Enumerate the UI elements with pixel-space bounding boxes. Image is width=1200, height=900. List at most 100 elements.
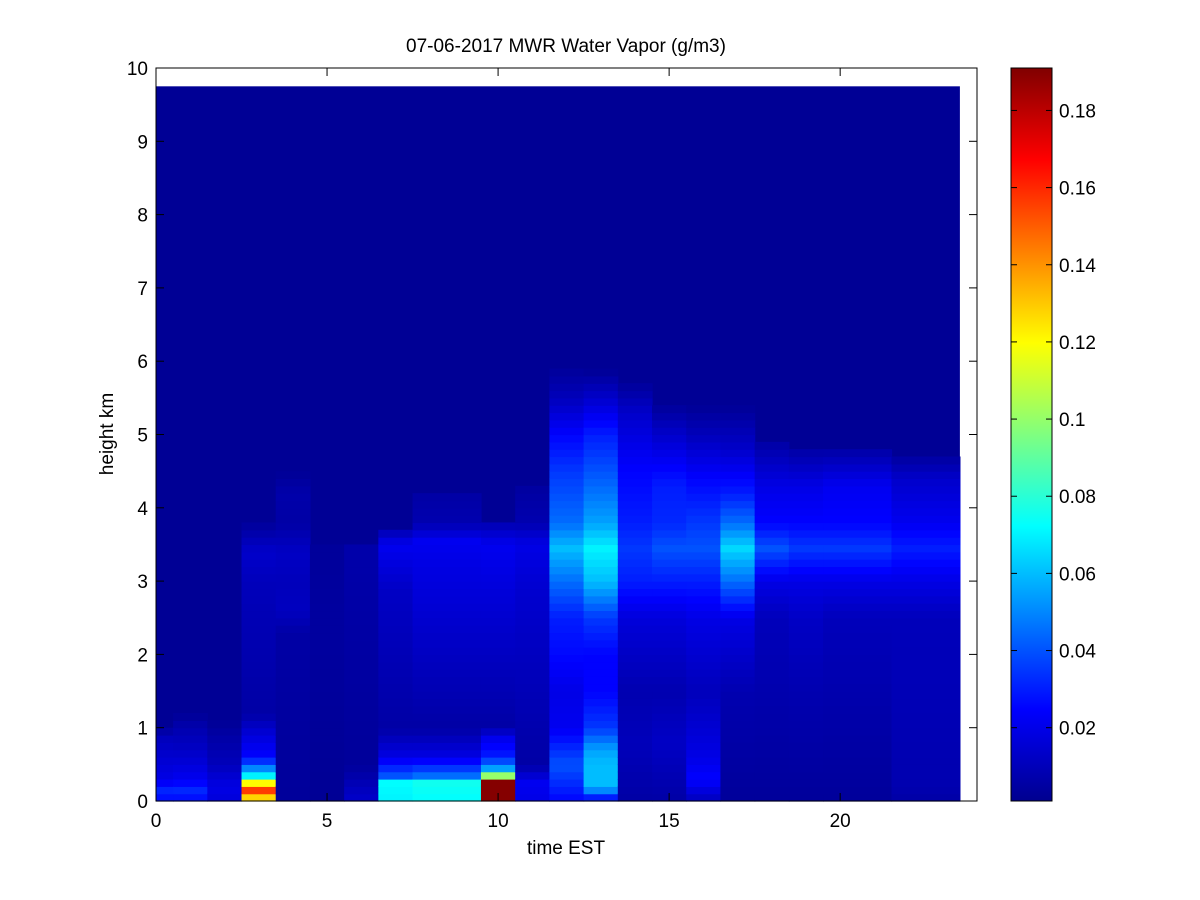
heatmap-cell [344,786,379,795]
heatmap-cell [891,727,961,736]
heatmap-cell [241,793,277,802]
heatmap-cell [412,691,482,699]
heatmap-cell [207,749,243,758]
heatmap-cell [686,493,722,502]
heatmap-cell [617,419,653,428]
heatmap-cell [275,529,311,538]
heatmap-cell [583,625,619,634]
heatmap-cell [720,757,756,765]
heatmap-cell [617,449,653,458]
heatmap-cell [275,749,311,758]
heatmap-cell [652,515,687,524]
heatmap-cell [412,779,482,787]
heatmap-cell [754,727,790,736]
heatmap-cell [480,551,516,560]
heatmap-cell [891,749,961,758]
heatmap-cell [788,485,824,494]
heatmap-cell [583,478,619,487]
heatmap-cell [549,617,585,626]
heatmap-cell [515,786,550,795]
heatmap-cell [686,588,722,597]
heatmap-cell [378,713,414,721]
heatmap-cell [583,735,619,743]
heatmap-cell [720,507,756,516]
heatmap-cell [617,522,653,531]
heatmap-cell [515,551,550,560]
heatmap-cell [344,617,379,626]
heatmap-cell [275,691,311,699]
heatmap-cell [617,742,653,751]
heatmap-cell [275,515,311,524]
heatmap-cell [891,691,961,699]
colorbar-tick-label: 0.18 [1059,101,1096,122]
heatmap-cell [652,720,687,729]
colorbar-tick-label: 0.1 [1059,410,1085,431]
heatmap-cell [275,713,311,721]
heatmap-cell [686,676,722,685]
heatmap-cell [891,779,961,787]
heatmap-cell [652,705,687,714]
heatmap-cell [617,764,653,773]
colorbar-tick-label: 0.12 [1059,333,1096,354]
heatmap-cell [275,559,311,568]
heatmap-cell [686,559,722,568]
heatmap-cell [754,764,790,773]
heatmap-cell [207,720,243,729]
heatmap-cell [583,456,619,465]
heatmap-cell [823,793,893,802]
y-tick-label: 3 [137,572,148,593]
heatmap-cell [241,742,277,751]
heatmap-cell [583,390,619,399]
heatmap-cell [378,698,414,707]
heatmap-cell [412,720,482,729]
heatmap-cell [788,742,824,751]
heatmap-cell [275,683,311,692]
heatmap-cell [823,581,893,590]
heatmap-cell [617,647,653,655]
heatmap-cell [173,713,208,721]
y-tick-label: 4 [137,499,148,520]
heatmap-cell [549,647,585,655]
heatmap-cell [412,617,482,626]
heatmap-cell [378,544,414,553]
heatmap-cell [344,544,379,553]
heatmap-cell [583,705,619,714]
heatmap-cell [309,573,345,582]
heatmap-cell [652,478,687,487]
heatmap-cell [754,786,790,795]
heatmap-cell [823,566,893,575]
heatmap-cell [652,735,687,743]
heatmap-cell [652,647,687,655]
heatmap-cell [515,559,550,568]
heatmap-cell [378,742,414,751]
heatmap-cell [686,581,722,590]
heatmap-cell [583,405,619,414]
heatmap-cell [275,764,311,773]
heatmap-cell [652,544,687,553]
heatmap-cell [412,625,482,634]
heatmap-cell [823,573,893,582]
heatmap-cell [378,683,414,692]
heatmap-cell [788,647,824,655]
heatmap-cell [412,705,482,714]
heatmap-cell [480,676,516,685]
heatmap-cell [686,764,722,773]
heatmap-cell [652,412,687,421]
heatmap-cell [720,691,756,699]
heatmap-cell [156,727,174,736]
heatmap-cell [275,727,311,736]
heatmap-cell [549,441,585,450]
heatmap-cell [309,647,345,655]
heatmap-cell [241,559,277,568]
heatmap-cell [720,720,756,729]
heatmap-cell [549,507,585,516]
heatmap-cell [241,727,277,736]
heatmap-cell [823,471,893,480]
heatmap-cell [617,691,653,699]
heatmap-cell [549,544,585,553]
heatmap-cell [480,639,516,648]
heatmap-cell [549,383,585,392]
heatmap-cell [891,654,961,663]
x-axis: 0 5 10 15 20 [151,68,851,832]
heatmap-cell [891,683,961,692]
